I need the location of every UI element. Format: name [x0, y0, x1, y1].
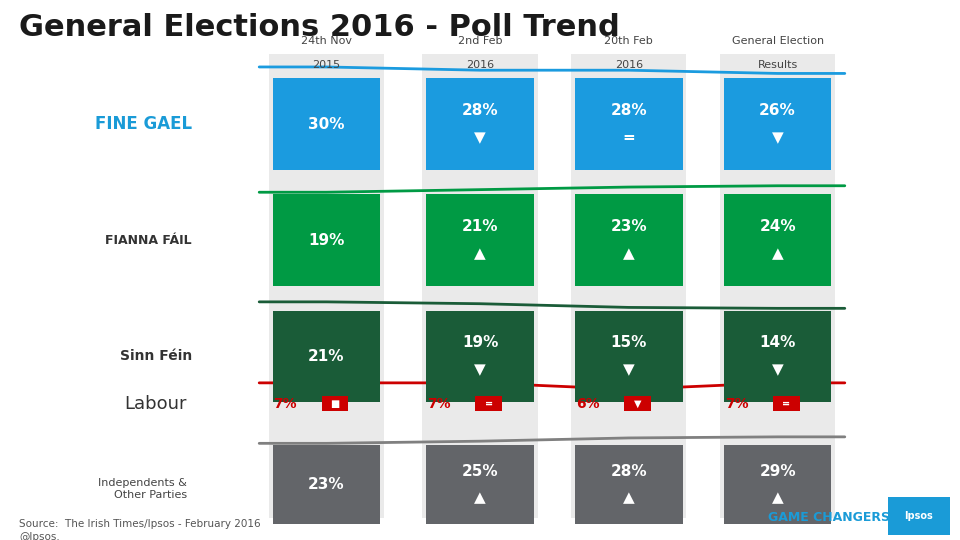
Text: 6%: 6%: [576, 397, 600, 410]
Bar: [724, 78, 831, 170]
Text: 23%: 23%: [308, 477, 345, 492]
Text: 26%: 26%: [759, 103, 796, 118]
Text: ▼: ▼: [623, 362, 635, 377]
Text: FIANNA FÁIL: FIANNA FÁIL: [106, 234, 192, 247]
Text: 25%: 25%: [462, 464, 498, 478]
Bar: [724, 446, 831, 524]
Bar: [724, 310, 831, 402]
Text: Labour: Labour: [125, 395, 187, 413]
Text: Independents &
Other Parties: Independents & Other Parties: [98, 478, 187, 500]
Text: 14%: 14%: [759, 335, 796, 350]
Bar: [269, 54, 384, 518]
Bar: [426, 446, 534, 524]
Text: 7%: 7%: [274, 397, 298, 410]
Bar: [273, 194, 380, 286]
Bar: [773, 396, 800, 411]
Text: @Ipsos.: @Ipsos.: [19, 532, 60, 540]
Text: ▼: ▼: [772, 130, 783, 145]
Bar: [571, 54, 686, 518]
Text: Results: Results: [757, 60, 798, 70]
Text: 28%: 28%: [462, 103, 498, 118]
Text: 2016: 2016: [614, 60, 643, 70]
Text: ▲: ▲: [623, 491, 635, 505]
Text: ▲: ▲: [474, 246, 486, 261]
Text: General Elections 2016 - Poll Trend: General Elections 2016 - Poll Trend: [19, 14, 620, 43]
Bar: [273, 78, 380, 170]
Bar: [575, 194, 683, 286]
Bar: [720, 54, 835, 518]
Text: ▲: ▲: [623, 246, 635, 261]
Text: 30%: 30%: [308, 117, 345, 132]
Bar: [724, 194, 831, 286]
Text: 24%: 24%: [759, 219, 796, 234]
Text: =: =: [485, 399, 492, 409]
Text: =: =: [782, 399, 790, 409]
Text: 20th Feb: 20th Feb: [605, 36, 653, 46]
Text: ▲: ▲: [474, 491, 486, 505]
Text: 23%: 23%: [611, 219, 647, 234]
Text: 29%: 29%: [759, 464, 796, 478]
Text: =: =: [622, 130, 636, 145]
Bar: [426, 194, 534, 286]
Text: 24th Nov: 24th Nov: [300, 36, 352, 46]
Text: ▼: ▼: [772, 362, 783, 377]
Bar: [273, 310, 380, 402]
Text: 2016: 2016: [466, 60, 494, 70]
Bar: [422, 54, 538, 518]
Text: ▲: ▲: [772, 491, 783, 505]
Text: 7%: 7%: [725, 397, 749, 410]
Text: 28%: 28%: [611, 103, 647, 118]
Bar: [426, 78, 534, 170]
Text: Source:  The Irish Times/Ipsos - February 2016: Source: The Irish Times/Ipsos - February…: [19, 519, 261, 530]
Bar: [575, 446, 683, 524]
Bar: [322, 396, 348, 411]
Bar: [624, 396, 651, 411]
Text: 15%: 15%: [611, 335, 647, 350]
Bar: [475, 396, 502, 411]
Bar: [426, 310, 534, 402]
Text: 2015: 2015: [312, 60, 341, 70]
Text: Sinn Féin: Sinn Féin: [120, 349, 192, 363]
Text: 21%: 21%: [308, 349, 345, 364]
Text: GAME CHANGERS: GAME CHANGERS: [768, 511, 890, 524]
Text: 28%: 28%: [611, 464, 647, 478]
Text: General Election: General Election: [732, 36, 824, 46]
Bar: [575, 78, 683, 170]
Text: 2nd Feb: 2nd Feb: [458, 36, 502, 46]
Text: FINE GAEL: FINE GAEL: [95, 115, 192, 133]
Text: ▲: ▲: [772, 246, 783, 261]
Bar: [273, 446, 380, 524]
Text: ■: ■: [330, 399, 340, 409]
Text: ▼: ▼: [474, 362, 486, 377]
Text: 21%: 21%: [462, 219, 498, 234]
Text: 7%: 7%: [427, 397, 451, 410]
Text: ▼: ▼: [474, 130, 486, 145]
Text: ▼: ▼: [634, 399, 641, 409]
Text: 19%: 19%: [308, 233, 345, 248]
Text: Ipsos: Ipsos: [904, 511, 933, 521]
Bar: [888, 497, 950, 535]
Text: 19%: 19%: [462, 335, 498, 350]
Bar: [575, 310, 683, 402]
